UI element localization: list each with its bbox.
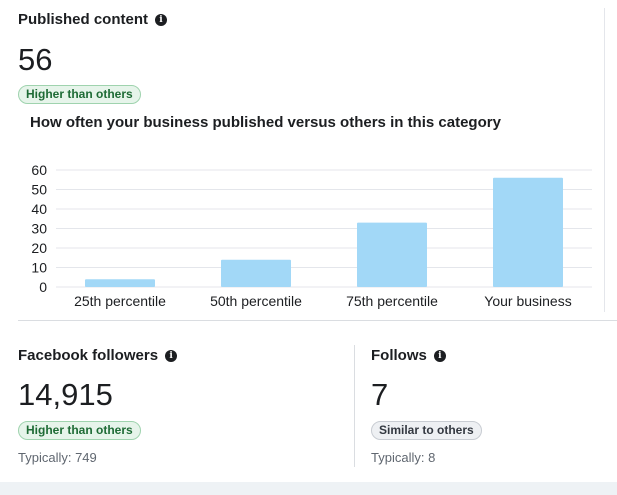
facebook-followers-title: Facebook followers i — [18, 347, 178, 364]
info-icon[interactable]: i — [165, 349, 178, 362]
y-tick-label: 60 — [31, 162, 47, 178]
bar — [221, 259, 291, 287]
y-tick-label: 40 — [31, 201, 47, 217]
y-tick-label: 0 — [39, 279, 47, 295]
follows-label: Follows — [371, 347, 427, 364]
facebook-followers-value: 14,915 — [18, 377, 113, 412]
facebook-followers-typical: Typically: 749 — [18, 450, 97, 465]
facebook-followers-badge: Higher than others — [18, 421, 141, 440]
follows-typical: Typically: 8 — [371, 450, 436, 465]
insights-card: Published content i 56 Higher than other… — [0, 0, 617, 482]
y-tick-label: 20 — [31, 240, 47, 256]
info-icon[interactable]: i — [433, 349, 446, 362]
bar — [85, 279, 155, 287]
follows-badge: Similar to others — [371, 421, 482, 440]
card-right-divider — [604, 8, 605, 312]
y-tick-label: 30 — [31, 221, 47, 237]
column-divider — [354, 345, 355, 467]
follows-title: Follows i — [371, 347, 446, 364]
facebook-followers-label: Facebook followers — [18, 347, 159, 364]
x-tick-label: 75th percentile — [346, 293, 438, 309]
follows-value: 7 — [371, 377, 389, 412]
publishing-bar-chart: 0 10 20 30 40 50 60 25th percentile 50th percent… — [31, 162, 592, 309]
chart-title: How often your business published versus… — [30, 114, 501, 131]
published-content-title: Published content i — [18, 11, 168, 28]
bar — [357, 222, 427, 287]
info-icon[interactable]: i — [155, 13, 168, 26]
published-content-label: Published content — [18, 11, 149, 28]
published-content-badge: Higher than others — [18, 85, 141, 104]
x-tick-label: 50th percentile — [210, 293, 302, 309]
x-tick-label: 25th percentile — [74, 293, 166, 309]
y-tick-label: 50 — [31, 182, 47, 198]
published-content-value: 56 — [18, 42, 53, 77]
section-divider — [18, 320, 617, 321]
x-tick-label: Your business — [484, 293, 571, 309]
bar — [493, 177, 563, 287]
y-tick-label: 10 — [31, 260, 47, 276]
